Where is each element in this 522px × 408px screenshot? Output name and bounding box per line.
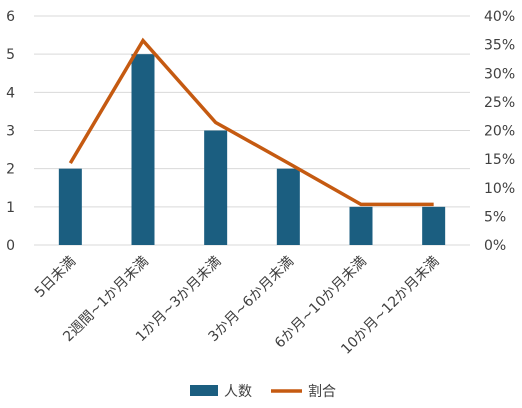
y-left-tick-label: 3: [6, 124, 15, 140]
y-right-tick-label: 40%: [484, 9, 515, 25]
bar: [131, 54, 155, 245]
line-series: [68, 37, 434, 207]
y-right-tick-label: 5%: [484, 209, 506, 225]
legend-label: 人数: [224, 384, 252, 400]
y-right-tick-label: 30%: [484, 66, 515, 82]
y-left-tick-label: 6: [6, 9, 15, 25]
legend-swatch-bar: [190, 385, 218, 396]
y-left-tick-label: 5: [6, 47, 15, 63]
y-right-tick-label: 0%: [484, 238, 506, 254]
y-left-tick-label: 4: [6, 85, 15, 101]
y-right-tick-label: 20%: [484, 124, 515, 140]
bar: [422, 206, 446, 245]
bar: [58, 168, 82, 245]
bar: [204, 130, 228, 245]
y-right-tick-label: 10%: [484, 181, 515, 197]
y-left-tick-label: 2: [6, 162, 15, 178]
y-left-tick-label: 0: [6, 238, 15, 254]
bar: [349, 206, 373, 245]
y-left-tick-label: 1: [6, 200, 15, 216]
y-right-tick-label: 35%: [484, 38, 515, 54]
x-tick-label: 5日未満: [32, 254, 79, 301]
y-right-tick-label: 15%: [484, 152, 515, 168]
y-right-tick-label: 25%: [484, 95, 515, 111]
legend-label: 割合: [308, 383, 336, 400]
bar: [276, 168, 300, 245]
